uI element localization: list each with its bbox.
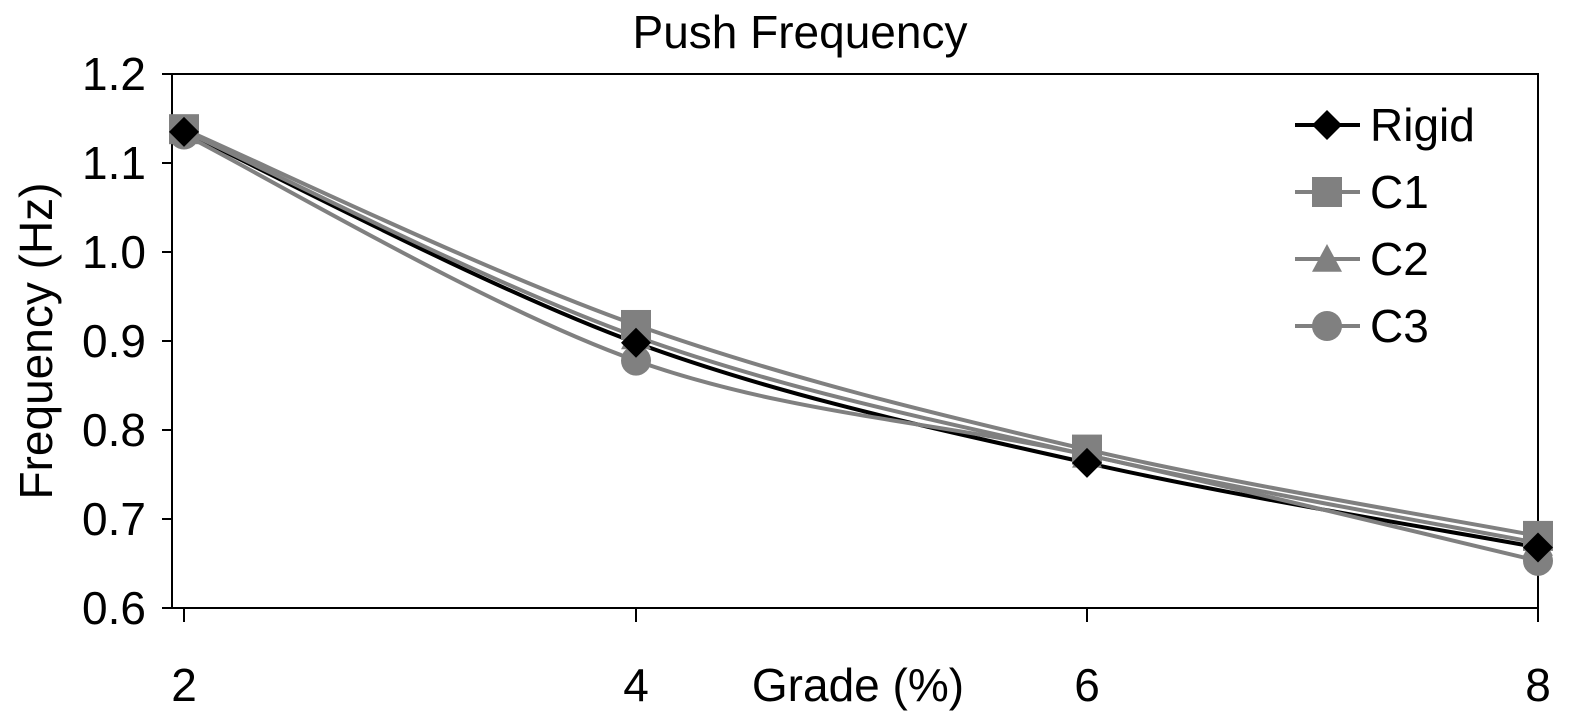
legend-label-c1: C1 (1370, 166, 1429, 218)
chart-title: Push Frequency (633, 6, 968, 58)
y-tick-label: 1.2 (82, 48, 146, 100)
plot-area (171, 73, 1539, 609)
series-line-c3 (183, 132, 1539, 563)
legend-label-c3: C3 (1370, 300, 1429, 352)
data-point-c3 (621, 345, 651, 376)
legend-marker-rigid (1312, 110, 1342, 140)
x-tick-label: 4 (623, 659, 649, 711)
y-tick-label: 0.6 (82, 582, 146, 634)
series-line-c1 (183, 127, 1539, 538)
legend: Rigid C1 C2 C3 (1295, 99, 1475, 352)
legend-marker-c2 (1312, 244, 1342, 272)
y-tick-label: 1.0 (82, 226, 146, 278)
legend-label-rigid: Rigid (1370, 99, 1475, 151)
series-line-c2 (183, 129, 1539, 545)
x-axis-label: Grade (%) (752, 659, 964, 711)
legend-marker-c3 (1312, 311, 1342, 341)
series-group (169, 114, 1553, 576)
axes: 0.6 0.7 0.8 0.9 1.0 1.1 1.2 2 4 6 8 (82, 48, 1551, 711)
y-tick-label: 0.9 (82, 315, 146, 367)
legend-marker-c1 (1312, 177, 1342, 207)
x-tick-label: 6 (1074, 659, 1100, 711)
x-tick-label: 2 (171, 659, 197, 711)
y-tick-label: 0.7 (82, 493, 146, 545)
legend-label-c2: C2 (1370, 233, 1429, 285)
y-tick-label: 1.1 (82, 137, 146, 189)
y-tick-label: 0.8 (82, 404, 146, 456)
data-point-rigid (1523, 532, 1553, 563)
data-point-rigid (169, 116, 199, 147)
y-axis-label: Frequency (Hz) (10, 183, 62, 500)
data-point-rigid (621, 327, 651, 358)
data-point-rigid (1072, 447, 1102, 478)
x-tick-label: 8 (1525, 659, 1551, 711)
